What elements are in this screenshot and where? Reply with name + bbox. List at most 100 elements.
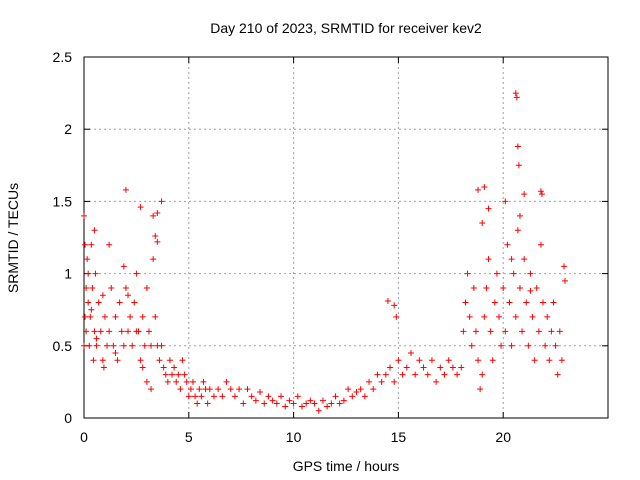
data-point [508,342,515,349]
data-point [512,90,519,97]
data-point [223,378,230,385]
data-point [514,143,521,150]
data-point [106,241,113,248]
data-point [483,285,490,292]
data-point [133,270,140,277]
data-point [502,198,509,205]
x-axis-label: GPS time / hours [293,458,400,474]
data-point [210,393,217,400]
data-point [462,299,469,306]
data-point [412,371,419,378]
data-point [366,378,373,385]
data-point [437,364,444,371]
data-point [83,328,90,335]
data-point [387,364,394,371]
data-point [496,313,503,320]
data-point [85,270,92,277]
data-point [252,397,259,404]
data-point [95,299,102,306]
data-point [175,371,182,378]
data-point [129,342,136,349]
data-point [101,313,108,320]
data-point [82,241,89,248]
data-point [468,342,475,349]
y-tick-label: 0.5 [53,338,73,354]
data-point [395,357,402,364]
data-point [475,186,482,193]
data-point [533,285,540,292]
data-point [516,212,523,219]
x-tick-label: 0 [80,429,88,445]
data-point [90,357,97,364]
data-point [475,357,482,364]
data-point [187,386,194,393]
data-point [92,270,99,277]
data-point [315,407,322,414]
data-point [131,299,138,306]
data-point [504,241,511,248]
data-point [137,204,144,211]
data-point [91,328,98,335]
data-point [521,191,528,198]
data-point [328,400,335,407]
data-point [493,270,500,277]
data-point [525,342,532,349]
data-point [156,357,163,364]
data-point [433,378,440,385]
data-point [192,393,199,400]
data-point [169,371,176,378]
data-point [127,313,134,320]
data-point [215,386,222,393]
data-point [449,364,456,371]
data-point [200,378,207,385]
data-point [382,371,389,378]
data-point [416,357,423,364]
plot-frame [83,56,609,419]
data-point [148,342,155,349]
data-point [166,357,173,364]
data-point [261,400,268,407]
data-point [248,393,255,400]
data-point [82,313,89,320]
data-point [487,328,494,335]
data-point [265,393,272,400]
data-point [479,371,486,378]
data-point [556,328,563,335]
data-point [560,263,567,270]
data-point [118,328,125,335]
data-point [88,306,95,313]
data-point [489,357,496,364]
data-point [81,342,87,349]
data-point [110,342,117,349]
x-tick-label: 10 [286,429,302,445]
data-point [183,378,190,385]
data-point [227,386,234,393]
data-point [148,386,155,393]
data-point [477,386,484,393]
data-point [91,227,98,234]
data-point [99,357,106,364]
data-point [133,328,140,335]
x-tick-label: 15 [391,429,407,445]
data-point [481,183,488,190]
data-point [374,371,381,378]
data-point [537,241,544,248]
data-point [460,328,467,335]
data-point [164,378,171,385]
y-tick-label: 2 [64,121,72,137]
data-point [97,328,104,335]
data-point [152,313,159,320]
data-point [112,313,119,320]
data-point [391,302,398,309]
data-points [81,90,569,414]
data-point [112,350,119,357]
data-point [519,328,526,335]
data-point [535,328,542,335]
data-point [93,342,100,349]
data-point [152,233,159,240]
data-point [454,371,461,378]
data-point [527,270,534,277]
data-point [145,328,152,335]
data-point [158,198,165,205]
